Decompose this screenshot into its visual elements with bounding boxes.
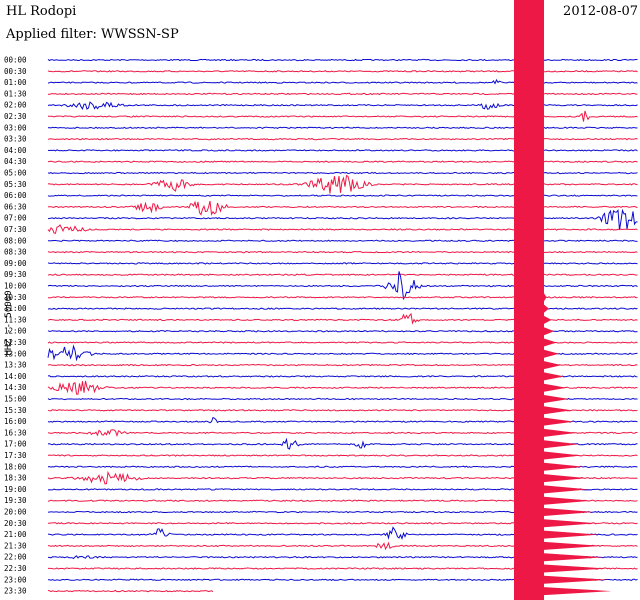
applied-filter: Applied filter: WWSSN-SP <box>6 27 179 42</box>
seismic-trace <box>47 250 638 254</box>
time-tick-label: 20:00 <box>4 508 27 517</box>
time-tick-label: 15:00 <box>4 395 27 404</box>
seismic-trace <box>47 137 638 141</box>
time-tick-label: 14:30 <box>4 383 27 392</box>
time-tick-label: 02:30 <box>4 112 27 121</box>
time-tick-label: 03:00 <box>4 123 27 132</box>
seismic-trace <box>47 149 638 152</box>
time-tick-label: 10:30 <box>4 293 27 302</box>
seismic-trace <box>47 273 638 276</box>
time-tick-label: 08:30 <box>4 248 27 257</box>
time-tick-label: 22:30 <box>4 564 27 573</box>
seismic-trace <box>47 126 638 129</box>
time-tick-label: 18:00 <box>4 462 27 471</box>
time-tick-label: 18:30 <box>4 474 27 483</box>
time-tick-label: 13:00 <box>4 349 27 358</box>
time-tick-label: 11:00 <box>4 304 27 313</box>
time-tick-label: 11:30 <box>4 315 27 324</box>
time-tick-label: 06:00 <box>4 191 27 200</box>
time-tick-label: 10:00 <box>4 282 27 291</box>
time-tick-label: 03:30 <box>4 135 27 144</box>
seismic-trace <box>47 160 638 163</box>
time-tick-label: 21:00 <box>4 530 27 539</box>
seismic-trace <box>47 78 638 85</box>
time-tick-label: 19:30 <box>4 496 27 505</box>
time-tick-label: 19:00 <box>4 485 27 494</box>
seismic-trace <box>48 110 638 122</box>
time-tick-label: 05:30 <box>4 180 27 189</box>
seismic-trace <box>47 224 638 234</box>
event-coda <box>544 293 612 596</box>
seismic-trace <box>47 296 638 299</box>
seismic-trace <box>47 262 638 265</box>
seismic-trace <box>47 589 214 593</box>
time-tick-label: 17:30 <box>4 451 27 460</box>
time-tick-label: 12:00 <box>4 327 27 336</box>
time-tick-label: 00:00 <box>4 56 27 65</box>
time-tick-label: 04:00 <box>4 146 27 155</box>
seismic-trace <box>47 194 638 197</box>
time-tick-label: 07:30 <box>4 225 27 234</box>
time-tick-label: 17:00 <box>4 440 27 449</box>
time-tick-label: 07:00 <box>4 214 27 223</box>
time-tick-label: 09:30 <box>4 270 27 279</box>
seismic-trace <box>47 58 638 62</box>
time-tick-label: 23:00 <box>4 575 27 584</box>
time-tick-label: 16:30 <box>4 428 27 437</box>
seismic-trace <box>47 312 638 325</box>
time-tick-label: 15:30 <box>4 406 27 415</box>
seismic-trace <box>47 92 638 96</box>
large-event-band <box>514 0 544 600</box>
seismic-trace <box>47 307 638 310</box>
record-date: 2012-08-07 <box>563 4 638 19</box>
time-tick-label: 21:30 <box>4 541 27 550</box>
time-tick-label: 16:00 <box>4 417 27 426</box>
seismic-trace <box>47 200 638 216</box>
seismic-trace <box>47 101 638 111</box>
time-tick-label: 01:30 <box>4 89 27 98</box>
time-tick-label: 14:00 <box>4 372 27 381</box>
time-tick-label: 09:00 <box>4 259 27 268</box>
time-tick-label: 12:30 <box>4 338 27 347</box>
seismic-trace <box>47 208 638 231</box>
seismic-trace <box>47 271 638 301</box>
time-tick-label: 00:30 <box>4 67 27 76</box>
time-tick-label: 20:30 <box>4 519 27 528</box>
time-tick-label: 13:30 <box>4 361 27 370</box>
time-tick-label: 02:00 <box>4 101 27 110</box>
time-tick-label: 22:00 <box>4 553 27 562</box>
seismic-trace <box>47 239 638 243</box>
time-tick-label: 06:30 <box>4 202 27 211</box>
time-tick-label: 01:00 <box>4 78 27 87</box>
time-tick-label: 04:30 <box>4 157 27 166</box>
seismic-trace <box>47 171 638 175</box>
time-tick-label: 23:30 <box>4 587 27 596</box>
seismic-trace <box>47 70 638 73</box>
time-tick-label: 08:00 <box>4 236 27 245</box>
time-tick-label: 05:00 <box>4 169 27 178</box>
station-name: HL Rodopi <box>6 4 77 19</box>
seismic-trace <box>47 174 638 194</box>
